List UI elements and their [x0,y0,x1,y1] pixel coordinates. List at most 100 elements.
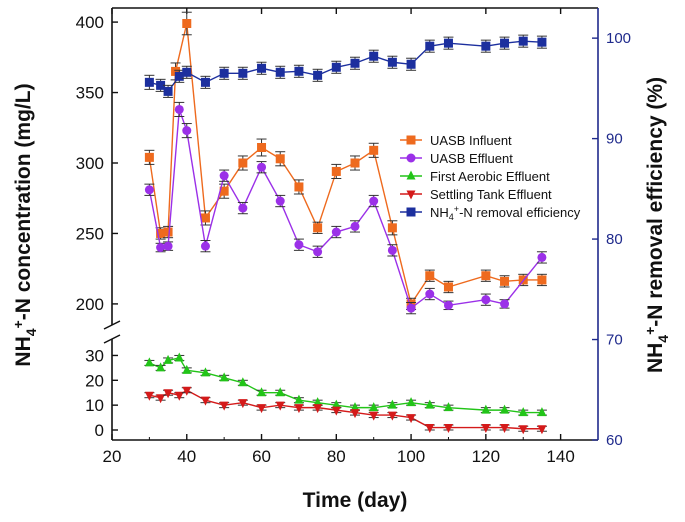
data-point [294,404,304,414]
data-point [425,289,435,299]
data-point [156,394,166,404]
y-right-tick-label: 70 [606,332,623,349]
data-point [257,387,267,397]
data-point [219,186,229,196]
data-point [425,271,435,281]
data-point [313,397,323,407]
data-point [171,66,181,76]
data-point [387,411,397,421]
data-point [406,397,416,407]
data-point [350,158,360,168]
data-point [238,158,248,168]
data-point [331,166,341,176]
data-point [425,41,435,51]
data-point [387,57,397,67]
y-left-tick-label: 30 [85,346,104,365]
data-point [238,68,248,78]
data-point [163,241,173,251]
data-point [518,407,528,417]
data-point [350,409,360,419]
y-left-tick-label: 350 [76,84,104,103]
data-point [369,196,379,206]
data-point [406,303,416,313]
legend-label: First Aerobic Effluent [430,169,550,184]
data-point [406,59,416,69]
y-left-tick-label: 20 [85,371,104,390]
data-point [294,394,304,404]
data-point [443,282,453,292]
data-point [369,402,379,412]
data-point [500,38,510,48]
data-point [174,391,184,401]
y-left-tick-label: 0 [95,421,104,440]
data-point [350,402,360,412]
y-left-tick-label: 250 [76,224,104,243]
data-point [537,275,547,285]
data-point [182,126,192,136]
data-point [537,407,547,417]
data-point [163,86,173,96]
y-left-tick-label: 300 [76,154,104,173]
data-point [443,402,453,412]
data-point [238,203,248,213]
data-point [387,223,397,233]
data-point [313,247,323,257]
data-point [163,354,173,364]
y-right-tick-label: 60 [606,432,623,449]
data-point [387,245,397,255]
data-point [275,401,285,411]
data-point [257,162,267,172]
data-point [200,77,210,87]
data-point [481,404,491,414]
data-point [200,367,210,377]
data-point [174,104,184,114]
x-tick-label: 20 [103,447,122,466]
axis-break-mark [103,334,121,344]
data-point [238,377,248,387]
data-point [331,406,341,416]
series-settling-tank-effluent [144,386,547,435]
x-tick-label: 60 [252,447,271,466]
data-point [144,185,154,195]
y-left-axis-title: NH4+-N concentration (mg/L) [10,83,39,366]
data-point [174,352,184,362]
data-point [518,36,528,46]
series-nh4-n-removal-efficiency [144,34,547,98]
data-point [163,227,173,237]
data-point [200,213,210,223]
data-point [238,399,248,409]
data-point [200,396,210,406]
legend-label: UASB Effluent [430,151,513,166]
data-point [443,300,453,310]
data-point [425,424,435,434]
data-point [182,364,192,374]
data-point [481,295,491,305]
series-line [148,109,543,310]
legend-label: NH4+-N removal efficiency [430,204,581,222]
data-point [350,221,360,231]
data-point [144,77,154,87]
data-point [156,228,166,238]
data-point [144,152,154,162]
data-point [257,143,267,152]
data-point [350,58,360,68]
data-point [313,70,323,80]
data-point [481,271,491,281]
data-point [257,404,267,414]
data-point [500,424,510,434]
data-point [144,391,154,401]
data-point [425,399,435,409]
series-first-aerobic-effluent [144,352,547,417]
data-point [500,299,510,309]
data-point [156,243,166,253]
x-tick-label: 80 [327,447,346,466]
data-point [481,41,491,51]
data-point [500,276,510,286]
data-point [313,404,323,414]
legend-marker [406,153,416,163]
data-point [219,171,229,181]
data-point [219,68,229,78]
data-point [331,62,341,72]
data-point [387,399,397,409]
data-point [156,80,166,90]
